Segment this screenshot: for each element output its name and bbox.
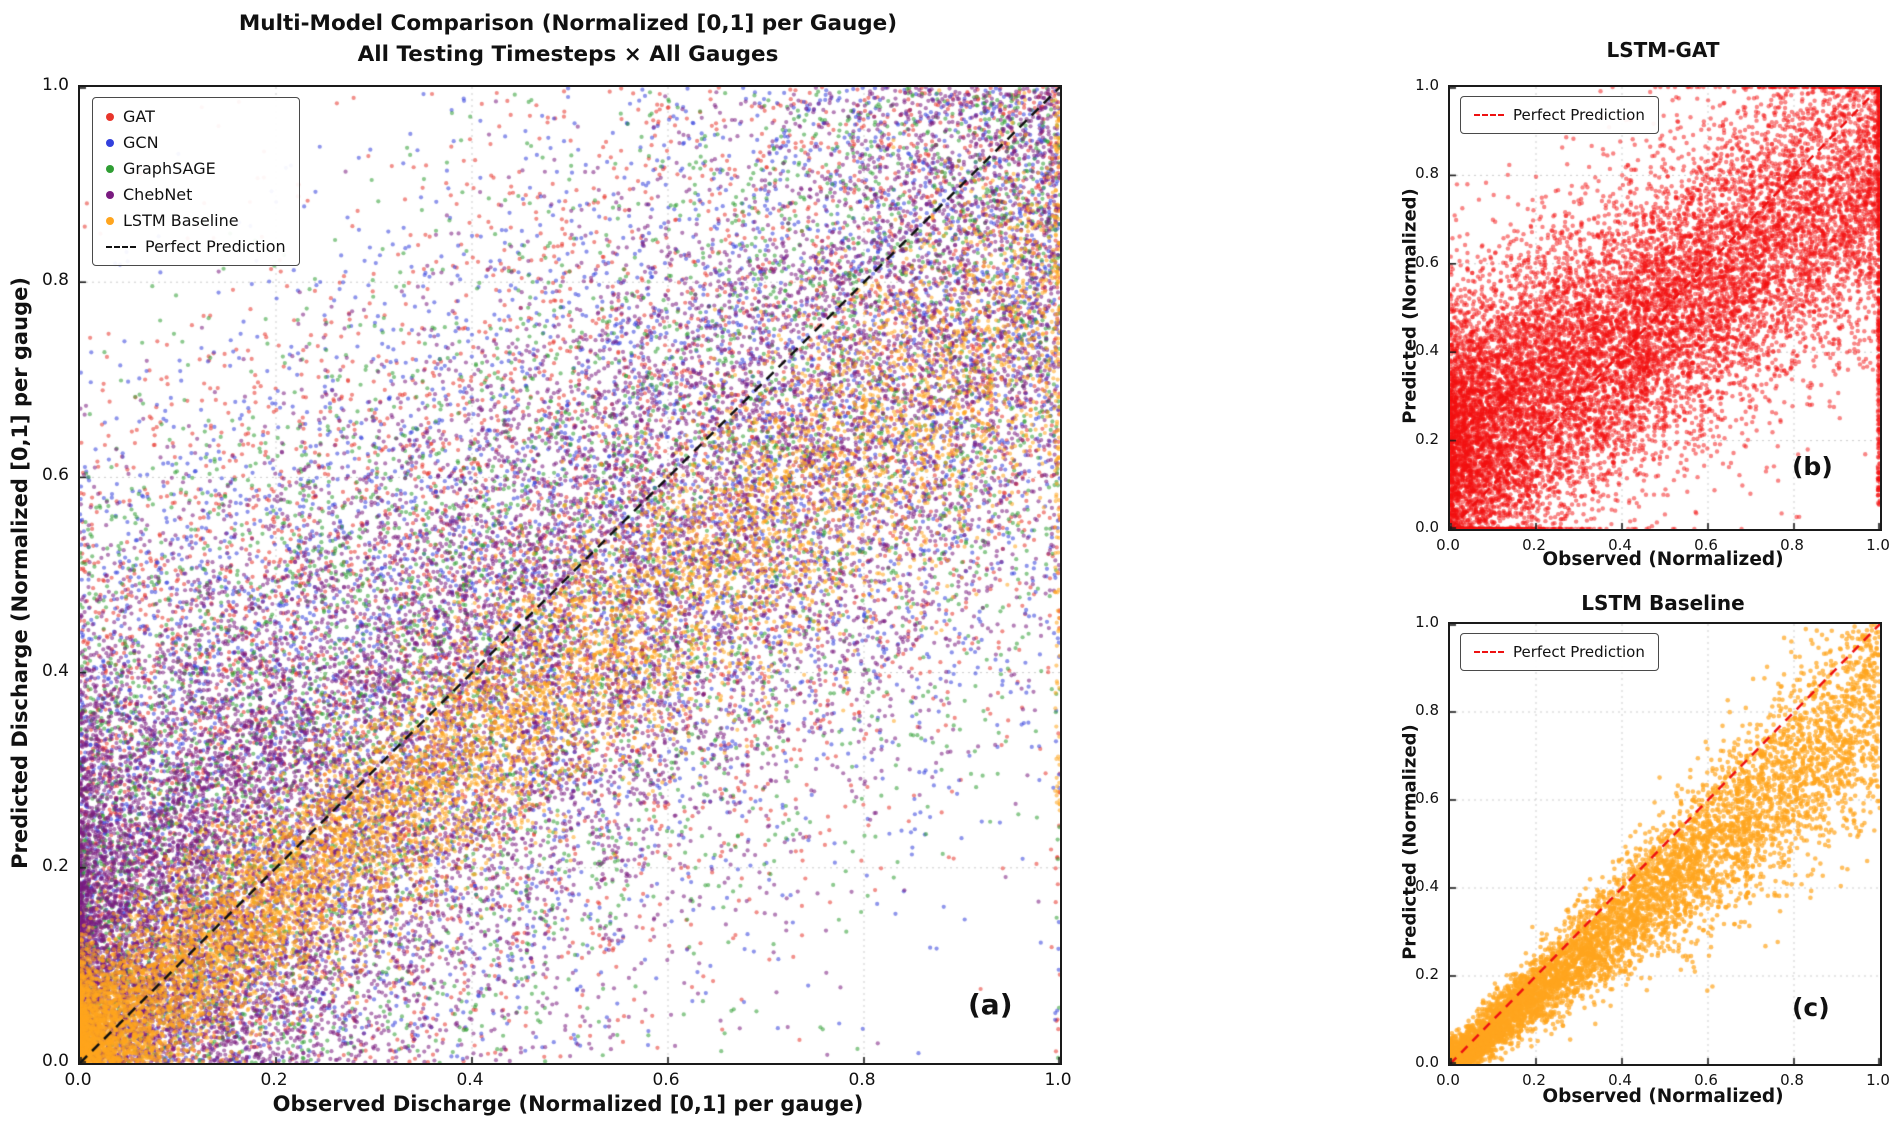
x-tick-label: 0.4 bbox=[1608, 1071, 1632, 1089]
legend-dot-marker-icon bbox=[106, 164, 114, 173]
panel-a-title-block: Multi-Model Comparison (Normalized [0,1]… bbox=[78, 8, 1058, 70]
panel-a: Multi-Model Comparison (Normalized [0,1]… bbox=[8, 8, 1072, 1116]
panel-a-y-axis-label: Predicted Discharge (Normalized [0,1] pe… bbox=[8, 277, 32, 869]
y-tick-label: 0.6 bbox=[1415, 252, 1439, 271]
panel-b-title: LSTM-GAT bbox=[1606, 38, 1720, 62]
x-tick-label: 1.0 bbox=[1866, 536, 1890, 554]
panel-c-x-axis-label: Observed (Normalized) bbox=[1542, 1086, 1784, 1107]
legend-entry: GCN bbox=[106, 133, 286, 152]
y-tick-label: 0.2 bbox=[1415, 965, 1439, 983]
x-tick-label: 1.0 bbox=[1866, 1071, 1890, 1089]
legend-dot-marker-icon bbox=[106, 190, 114, 199]
legend-dot-marker-icon bbox=[106, 216, 114, 225]
legend-label: Perfect Prediction bbox=[1513, 106, 1645, 124]
legend-label: GCN bbox=[123, 133, 159, 152]
y-tick-label: 1.0 bbox=[1415, 76, 1439, 94]
y-tick-label: 0.8 bbox=[1415, 701, 1439, 719]
panel-b-letter: (b) bbox=[1792, 452, 1833, 481]
y-tick-label: 0.4 bbox=[1415, 877, 1439, 895]
x-tick-label: 0.4 bbox=[1608, 536, 1632, 554]
x-tick-label: 0.2 bbox=[260, 1070, 288, 1090]
x-tick-label: 0.8 bbox=[1780, 536, 1804, 554]
legend-entry: Perfect Prediction bbox=[1474, 643, 1645, 661]
panel-c-letter: (c) bbox=[1792, 993, 1830, 1022]
legend-entry: GAT bbox=[106, 107, 286, 126]
legend-entry: Perfect Prediction bbox=[1474, 106, 1645, 124]
y-tick-label: 0.8 bbox=[41, 270, 69, 291]
panel-c: LSTM Baseline Predicted (Normalized) Per… bbox=[1340, 575, 1892, 1130]
legend-entry: GraphSAGE bbox=[106, 159, 286, 178]
x-tick-label: 0.0 bbox=[64, 1070, 92, 1090]
legend-label: Perfect Prediction bbox=[1513, 643, 1645, 661]
legend-label: GraphSAGE bbox=[123, 159, 216, 178]
x-tick-label: 0.0 bbox=[1436, 1071, 1460, 1089]
legend-label: Perfect Prediction bbox=[145, 237, 286, 256]
panel-b-x-axis-label: Observed (Normalized) bbox=[1542, 549, 1784, 570]
x-tick-label: 0.6 bbox=[652, 1070, 680, 1090]
y-tick-label: 0.2 bbox=[41, 855, 69, 876]
y-tick-label: 0.0 bbox=[1415, 1053, 1439, 1071]
y-tick-label: 1.0 bbox=[1415, 613, 1439, 631]
legend-label: LSTM Baseline bbox=[123, 211, 239, 230]
panel-c-legend: Perfect Prediction bbox=[1460, 633, 1659, 671]
y-tick-label: 0.2 bbox=[1415, 429, 1439, 448]
y-tick-label: 0.4 bbox=[41, 660, 69, 681]
y-tick-label: 0.0 bbox=[41, 1051, 69, 1071]
panel-a-x-axis-label: Observed Discharge (Normalized [0,1] per… bbox=[272, 1092, 864, 1116]
legend-dot-marker-icon bbox=[106, 112, 114, 121]
panel-b-y-axis-label: Predicted (Normalized) bbox=[1399, 188, 1421, 424]
legend-dot-marker-icon bbox=[106, 138, 114, 147]
legend-entry: ChebNet bbox=[106, 185, 286, 204]
x-tick-label: 0.8 bbox=[848, 1070, 876, 1090]
panel-c-title: LSTM Baseline bbox=[1581, 591, 1745, 615]
x-tick-label: 0.6 bbox=[1694, 1071, 1718, 1089]
legend-dash-marker-icon bbox=[1474, 651, 1504, 653]
x-tick-label: 0.2 bbox=[1522, 536, 1546, 554]
legend-label: GAT bbox=[123, 107, 155, 126]
y-tick-label: 1.0 bbox=[41, 75, 69, 95]
x-tick-label: 0.0 bbox=[1436, 536, 1460, 554]
panel-b-legend: Perfect Prediction bbox=[1460, 96, 1659, 134]
y-tick-label: 0.0 bbox=[1415, 518, 1439, 536]
y-tick-label: 0.8 bbox=[1415, 164, 1439, 183]
panel-b-plot-canvas bbox=[1448, 85, 1882, 531]
panel-b: LSTM-GAT Predicted (Normalized) Perfect … bbox=[1340, 0, 1892, 575]
x-tick-label: 1.0 bbox=[1044, 1070, 1072, 1090]
panel-a-title: Multi-Model Comparison (Normalized [0,1]… bbox=[238, 11, 898, 36]
x-tick-label: 0.8 bbox=[1780, 1071, 1804, 1089]
panel-c-y-axis-label: Predicted (Normalized) bbox=[1399, 724, 1421, 960]
panel-a-legend: GAT GCN GraphSAGE ChebNet LSTM Baseline Perfe… bbox=[92, 97, 300, 266]
y-tick-label: 0.6 bbox=[1415, 789, 1439, 807]
legend-entry: Perfect Prediction bbox=[106, 237, 286, 256]
x-tick-label: 0.4 bbox=[456, 1070, 484, 1090]
panel-a-subtitle: All Testing Timesteps × All Gauges bbox=[357, 42, 779, 67]
legend-dash-marker-icon bbox=[106, 245, 136, 248]
legend-label: ChebNet bbox=[123, 185, 193, 204]
x-tick-label: 0.2 bbox=[1522, 1071, 1546, 1089]
y-tick-label: 0.6 bbox=[41, 465, 69, 486]
legend-entry: LSTM Baseline bbox=[106, 211, 286, 230]
y-tick-label: 0.4 bbox=[1415, 341, 1439, 360]
legend-dash-marker-icon bbox=[1474, 114, 1504, 116]
panel-c-plot-canvas bbox=[1448, 622, 1882, 1066]
x-tick-label: 0.6 bbox=[1694, 536, 1718, 554]
panel-a-letter: (a) bbox=[968, 988, 1013, 1021]
